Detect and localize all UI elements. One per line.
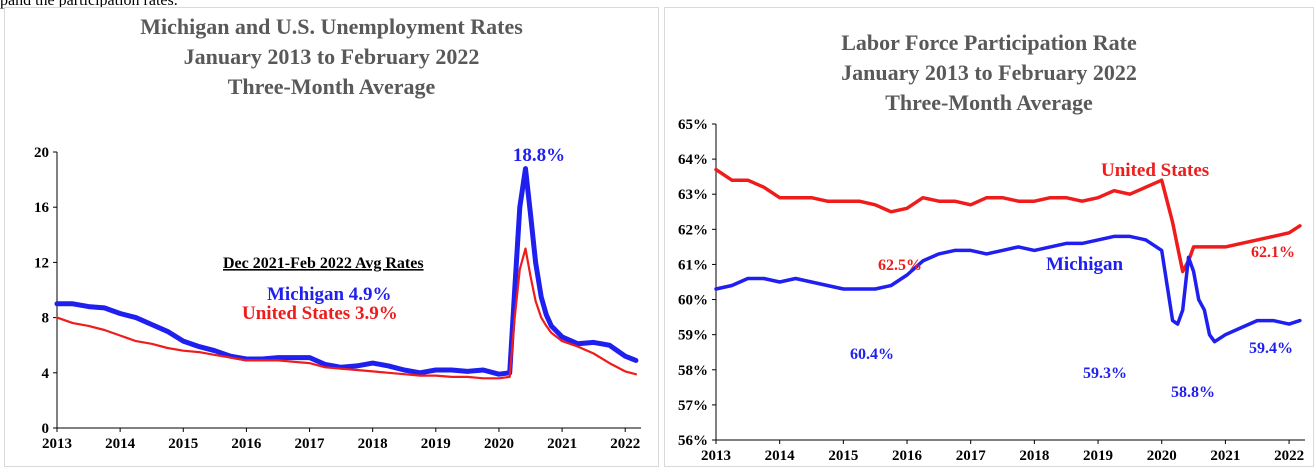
x-tick-label: 2015 <box>168 436 198 452</box>
us-low-label: 62.5% <box>878 257 922 274</box>
y-tick-label: 63% <box>678 187 708 203</box>
chart-title-line: January 2013 to February 2022 <box>841 60 1137 85</box>
y-tick-label: 20 <box>34 145 49 161</box>
us-series-label: United States <box>1101 160 1209 181</box>
participation-chart-panel: Labor Force Participation Rate January 2… <box>664 7 1314 467</box>
series-line-united-states <box>714 167 1302 274</box>
chart-title-line: Michigan and U.S. Unemployment Rates <box>140 14 523 39</box>
series-line-united-states <box>55 247 638 380</box>
y-tick-label: 57% <box>678 398 708 414</box>
x-tick-label: 2014 <box>105 436 136 452</box>
participation-chart: 56% 57% 58% 59% 60% 61% 62% 63% 64% 65% 2013 2014 20… <box>678 117 1305 464</box>
x-tick-label: 2022 <box>610 436 640 452</box>
x-tick-label: 2022 <box>1274 448 1304 464</box>
x-tick-label: 2017 <box>295 436 326 452</box>
michigan-2015-label: 60.4% <box>850 346 894 363</box>
x-tick-label: 2020 <box>484 436 514 452</box>
avg-rates-heading: Dec 2021-Feb 2022 Avg Rates <box>223 255 424 272</box>
x-tick-label: 2018 <box>358 436 388 452</box>
x-tick-label: 2015 <box>828 448 858 464</box>
series-line-michigan <box>54 166 639 377</box>
x-tick-label: 2017 <box>956 448 987 464</box>
michigan-series-label: Michigan <box>1046 254 1123 275</box>
x-tick-label: 2019 <box>421 436 451 452</box>
top-text-fragment: pand the participation rates. <box>0 0 178 9</box>
y-tick-label: 8 <box>42 311 50 327</box>
unemployment-chart: 0 4 8 12 16 20 2013 2014 2015 2016 2017 2018 2019 202… <box>34 145 641 452</box>
series-line-michigan <box>714 234 1302 344</box>
chart-title: Michigan and U.S. Unemployment Rates Jan… <box>5 12 658 102</box>
michigan-2021-low-label: 58.8% <box>1171 384 1215 401</box>
chart-title: Labor Force Participation Rate January 2… <box>665 28 1313 118</box>
us-latest-label: 62.1% <box>1251 244 1295 261</box>
y-tick-label: 58% <box>678 363 708 379</box>
us-avg-label: United States 3.9% <box>242 303 398 324</box>
x-tick-label: 2013 <box>42 436 72 452</box>
x-tick-label: 2018 <box>1019 448 1049 464</box>
x-tick-label: 2019 <box>1083 448 1113 464</box>
y-tick-label: 0 <box>42 421 50 437</box>
peak-label: 18.8% <box>513 145 565 166</box>
y-tick-label: 4 <box>42 366 50 382</box>
y-tick-label: 64% <box>678 152 708 168</box>
y-tick-label: 59% <box>678 328 708 344</box>
michigan-latest-label: 59.4% <box>1249 340 1293 357</box>
chart-title-line: Labor Force Participation Rate <box>841 30 1137 55</box>
x-tick-label: 2016 <box>231 436 262 452</box>
y-tick-label: 56% <box>678 433 708 449</box>
x-tick-label: 2021 <box>547 436 577 452</box>
x-tick-label: 2020 <box>1147 448 1177 464</box>
michigan-avg-label: Michigan 4.9% <box>267 284 392 305</box>
chart-title-line: Three-Month Average <box>227 74 436 99</box>
y-tick-label: 65% <box>678 117 708 133</box>
chart-title-line: Three-Month Average <box>885 90 1093 115</box>
unemployment-chart-panel: Michigan and U.S. Unemployment Rates Jan… <box>4 7 659 467</box>
y-tick-label: 12 <box>34 255 49 271</box>
x-tick-label: 2021 <box>1210 448 1240 464</box>
y-tick-label: 62% <box>678 222 708 238</box>
chart-title-line: January 2013 to February 2022 <box>183 44 480 69</box>
x-tick-label: 2014 <box>765 448 796 464</box>
x-tick-label: 2016 <box>892 448 923 464</box>
y-tick-label: 60% <box>678 293 708 309</box>
x-tick-label: 2013 <box>701 448 731 464</box>
michigan-2020-low-label: 59.3% <box>1083 365 1127 382</box>
y-tick-label: 61% <box>678 257 708 273</box>
y-tick-label: 16 <box>34 200 50 216</box>
